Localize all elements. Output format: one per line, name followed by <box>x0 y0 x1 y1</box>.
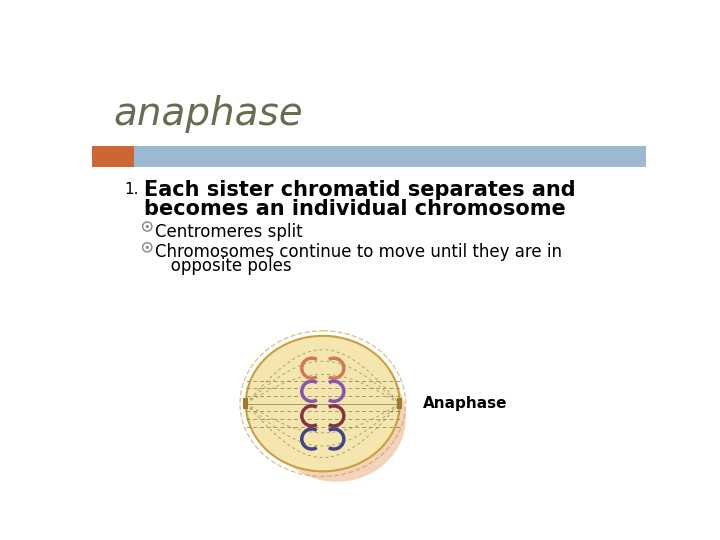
Text: Centromeres split: Centromeres split <box>155 222 302 241</box>
Text: Anaphase: Anaphase <box>423 396 508 411</box>
Bar <box>92 146 134 167</box>
Text: opposite poles: opposite poles <box>155 257 292 275</box>
Circle shape <box>145 246 149 249</box>
Text: becomes an individual chromosome: becomes an individual chromosome <box>144 199 566 219</box>
Text: Each sister chromatid separates and: Each sister chromatid separates and <box>144 180 576 200</box>
Bar <box>134 146 647 167</box>
Text: Chromosomes continue to move until they are in: Chromosomes continue to move until they … <box>155 244 562 261</box>
Circle shape <box>145 225 149 228</box>
Bar <box>397 398 402 409</box>
Text: 1.: 1. <box>124 182 139 197</box>
Text: anaphase: anaphase <box>113 94 303 132</box>
Ellipse shape <box>246 336 400 471</box>
Ellipse shape <box>267 353 406 482</box>
Bar <box>243 398 248 409</box>
